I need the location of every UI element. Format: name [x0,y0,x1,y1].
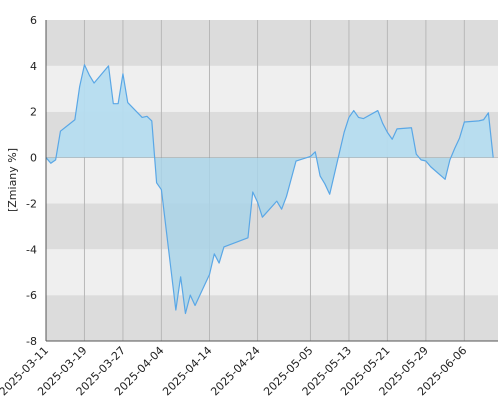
y-tick-label: -2 [26,197,37,210]
series-line [45,64,494,315]
grid-band [46,203,498,250]
y-tick-labels: -8 -6 -4 -2 0 2 4 6 [26,14,37,348]
y-axis-label: [Zmiany %] [6,148,19,212]
x-tick-label: 2025-04-14 [160,344,214,398]
y-tick-label: -8 [26,335,37,348]
grid-band [46,295,498,341]
y-tick-label: 4 [30,60,37,73]
axes [45,20,498,342]
area-negative [46,157,451,314]
x-tick-labels: 2025-03-112025-03-192025-03-272025-04-04… [0,344,469,398]
grid-band [46,249,498,296]
x-tick-label: 2025-04-24 [208,344,262,398]
y-tick-label: 0 [30,152,37,165]
grid-band [46,20,498,66]
y-tick-label: 6 [30,14,37,27]
y-tick-label: 2 [30,106,37,119]
area-positive [46,64,494,158]
area-layer [45,64,498,315]
y-tick-label: -6 [26,289,37,302]
y-tick-label: -4 [26,243,37,256]
